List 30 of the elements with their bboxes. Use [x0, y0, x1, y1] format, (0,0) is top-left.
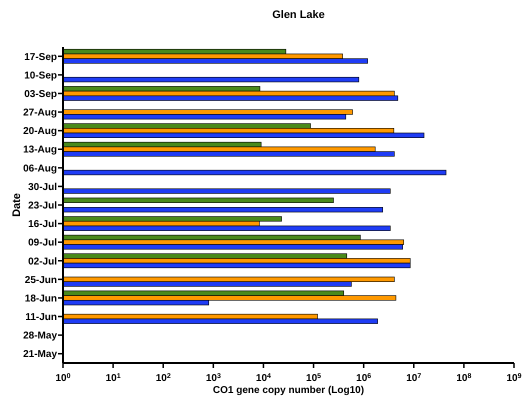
y-tick-label: 03-Sep — [24, 88, 57, 100]
x-tick-label: 10$^{6}$ — [356, 372, 372, 384]
y-axis-title: Date — [11, 193, 23, 217]
x-tick-label: 10$^{9}$ — [506, 372, 522, 384]
y-tick-label: 11-Jun — [25, 312, 57, 324]
x-tick-label: 10$^{2}$ — [156, 372, 171, 384]
y-tick-label: 18-Jun — [24, 293, 57, 304]
y-tick-label: 28-May — [23, 330, 58, 342]
y-tick-label: 27-Aug — [23, 108, 57, 119]
x-tick-label: 10$^{3}$ — [206, 372, 221, 384]
y-tick-label: 09-Jul — [28, 238, 58, 249]
y-tick-label: 06-Aug — [23, 163, 57, 174]
x-tick-label: 10$^{0}$ — [55, 372, 71, 384]
y-tick-label: 23-Jul — [28, 200, 58, 212]
chart-title: Glen Lake — [272, 9, 325, 21]
x-tick-label: 10$^{1}$ — [106, 372, 121, 384]
y-tick-label: 10-Sep — [24, 70, 57, 82]
x-tick-label: 10$^{8}$ — [456, 372, 472, 384]
x-axis-title: CO1 gene copy number (Log10) — [212, 385, 364, 396]
y-tick-label: 16-Jul — [28, 219, 58, 230]
x-tick-label: 10$^{4}$ — [256, 372, 272, 384]
y-tick-label: 02-Jul — [28, 256, 58, 268]
x-tick-label: 10$^{5}$ — [306, 372, 322, 384]
y-tick-label: 17-Sep — [24, 52, 57, 63]
y-tick-label: 21-May — [23, 349, 58, 360]
y-tick-label: 25-Jun — [24, 274, 57, 286]
y-tick-label: 30-Jul — [28, 182, 58, 193]
y-tick-label: 20-Aug — [23, 126, 57, 138]
x-tick-label: 10$^{7}$ — [406, 372, 422, 384]
y-tick-label: 13-Aug — [23, 144, 57, 156]
